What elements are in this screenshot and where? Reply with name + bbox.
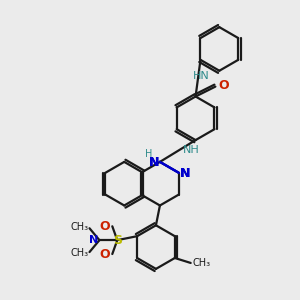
Text: N: N <box>180 167 190 180</box>
Text: CH₃: CH₃ <box>70 248 88 258</box>
Text: N: N <box>89 235 98 245</box>
Text: O: O <box>100 220 110 233</box>
Text: O: O <box>218 79 229 92</box>
Text: CH₃: CH₃ <box>70 222 88 232</box>
Text: CH₃: CH₃ <box>193 258 211 268</box>
Text: S: S <box>113 234 122 247</box>
Text: HN: HN <box>193 71 209 81</box>
Text: O: O <box>100 248 110 260</box>
Text: N: N <box>148 156 159 170</box>
Text: N: N <box>180 167 190 180</box>
Text: H: H <box>145 149 152 159</box>
Text: N: N <box>148 156 159 170</box>
Text: NH: NH <box>183 145 200 155</box>
Text: N: N <box>148 156 159 170</box>
Text: N: N <box>180 167 190 180</box>
